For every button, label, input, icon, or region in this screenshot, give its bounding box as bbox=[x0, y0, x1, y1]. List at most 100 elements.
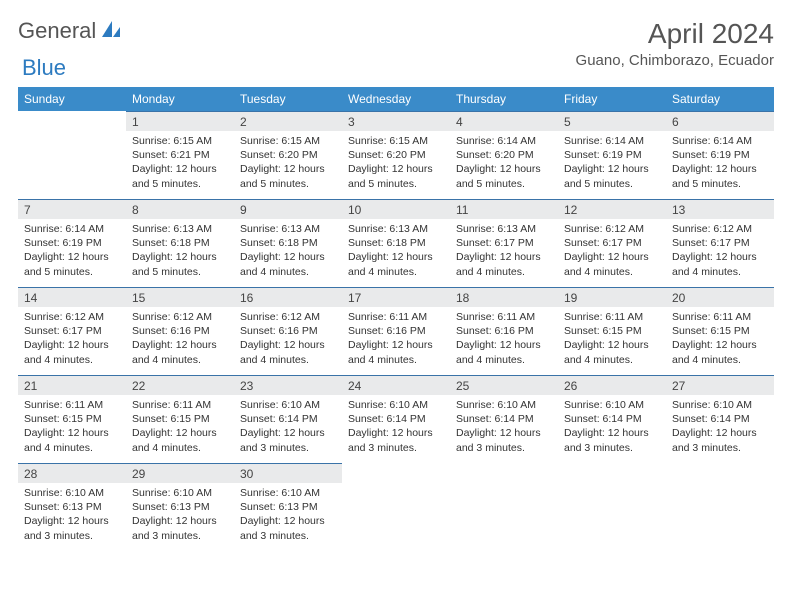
sunrise-line: Sunrise: 6:11 AM bbox=[672, 310, 768, 324]
sunrise-line: Sunrise: 6:10 AM bbox=[132, 486, 228, 500]
sunset-line: Sunset: 6:14 PM bbox=[456, 412, 552, 426]
day-details: Sunrise: 6:12 AMSunset: 6:17 PMDaylight:… bbox=[558, 219, 666, 283]
sunset-line: Sunset: 6:14 PM bbox=[240, 412, 336, 426]
daylight-line: Daylight: 12 hours and 5 minutes. bbox=[348, 162, 444, 190]
calendar-cell: 2Sunrise: 6:15 AMSunset: 6:20 PMDaylight… bbox=[234, 111, 342, 199]
logo: General bbox=[18, 18, 124, 44]
daylight-line: Daylight: 12 hours and 5 minutes. bbox=[132, 162, 228, 190]
daylight-line: Daylight: 12 hours and 4 minutes. bbox=[24, 338, 120, 366]
day-details: Sunrise: 6:12 AMSunset: 6:17 PMDaylight:… bbox=[18, 307, 126, 371]
sunrise-line: Sunrise: 6:14 AM bbox=[564, 134, 660, 148]
day-number: 29 bbox=[126, 463, 234, 483]
weekday-header: Tuesday bbox=[234, 87, 342, 111]
calendar-cell bbox=[558, 463, 666, 551]
daylight-line: Daylight: 12 hours and 4 minutes. bbox=[240, 250, 336, 278]
daylight-line: Daylight: 12 hours and 5 minutes. bbox=[240, 162, 336, 190]
sunrise-line: Sunrise: 6:14 AM bbox=[456, 134, 552, 148]
daylight-line: Daylight: 12 hours and 3 minutes. bbox=[240, 426, 336, 454]
day-details: Sunrise: 6:10 AMSunset: 6:14 PMDaylight:… bbox=[558, 395, 666, 459]
day-details: Sunrise: 6:10 AMSunset: 6:13 PMDaylight:… bbox=[18, 483, 126, 547]
sunset-line: Sunset: 6:20 PM bbox=[348, 148, 444, 162]
day-details: Sunrise: 6:15 AMSunset: 6:20 PMDaylight:… bbox=[342, 131, 450, 195]
calendar-cell: 8Sunrise: 6:13 AMSunset: 6:18 PMDaylight… bbox=[126, 199, 234, 287]
calendar-table: SundayMondayTuesdayWednesdayThursdayFrid… bbox=[18, 87, 774, 551]
daylight-line: Daylight: 12 hours and 5 minutes. bbox=[564, 162, 660, 190]
daylight-line: Daylight: 12 hours and 5 minutes. bbox=[456, 162, 552, 190]
calendar-cell: 30Sunrise: 6:10 AMSunset: 6:13 PMDayligh… bbox=[234, 463, 342, 551]
day-details: Sunrise: 6:10 AMSunset: 6:14 PMDaylight:… bbox=[450, 395, 558, 459]
day-details: Sunrise: 6:11 AMSunset: 6:16 PMDaylight:… bbox=[450, 307, 558, 371]
sunset-line: Sunset: 6:15 PM bbox=[564, 324, 660, 338]
sunrise-line: Sunrise: 6:12 AM bbox=[672, 222, 768, 236]
day-details: Sunrise: 6:13 AMSunset: 6:18 PMDaylight:… bbox=[126, 219, 234, 283]
sunrise-line: Sunrise: 6:12 AM bbox=[240, 310, 336, 324]
sunset-line: Sunset: 6:14 PM bbox=[564, 412, 660, 426]
day-number: 19 bbox=[558, 287, 666, 307]
day-number: 8 bbox=[126, 199, 234, 219]
day-details: Sunrise: 6:10 AMSunset: 6:14 PMDaylight:… bbox=[666, 395, 774, 459]
day-number: 12 bbox=[558, 199, 666, 219]
sunrise-line: Sunrise: 6:10 AM bbox=[564, 398, 660, 412]
sunset-line: Sunset: 6:18 PM bbox=[132, 236, 228, 250]
day-number: 13 bbox=[666, 199, 774, 219]
calendar-cell: 22Sunrise: 6:11 AMSunset: 6:15 PMDayligh… bbox=[126, 375, 234, 463]
sunrise-line: Sunrise: 6:13 AM bbox=[132, 222, 228, 236]
sunset-line: Sunset: 6:18 PM bbox=[240, 236, 336, 250]
sunset-line: Sunset: 6:14 PM bbox=[348, 412, 444, 426]
day-number: 16 bbox=[234, 287, 342, 307]
day-number: 1 bbox=[126, 111, 234, 131]
sunset-line: Sunset: 6:14 PM bbox=[672, 412, 768, 426]
sunrise-line: Sunrise: 6:14 AM bbox=[672, 134, 768, 148]
daylight-line: Daylight: 12 hours and 4 minutes. bbox=[456, 338, 552, 366]
day-details: Sunrise: 6:12 AMSunset: 6:17 PMDaylight:… bbox=[666, 219, 774, 283]
day-number: 3 bbox=[342, 111, 450, 131]
sunset-line: Sunset: 6:17 PM bbox=[564, 236, 660, 250]
calendar-cell: 23Sunrise: 6:10 AMSunset: 6:14 PMDayligh… bbox=[234, 375, 342, 463]
calendar-cell: 5 Sunrise: 6:14 AMSunset: 6:19 PMDaylight… bbox=[558, 111, 666, 199]
logo-text-general: General bbox=[18, 18, 96, 44]
day-details: Sunrise: 6:13 AMSunset: 6:17 PMDaylight:… bbox=[450, 219, 558, 283]
sunset-line: Sunset: 6:19 PM bbox=[672, 148, 768, 162]
daylight-line: Daylight: 12 hours and 3 minutes. bbox=[456, 426, 552, 454]
day-details: Sunrise: 6:11 AMSunset: 6:15 PMDaylight:… bbox=[18, 395, 126, 459]
sunset-line: Sunset: 6:20 PM bbox=[456, 148, 552, 162]
sunset-line: Sunset: 6:19 PM bbox=[564, 148, 660, 162]
daylight-line: Daylight: 12 hours and 3 minutes. bbox=[240, 514, 336, 542]
day-number: 21 bbox=[18, 375, 126, 395]
daylight-line: Daylight: 12 hours and 3 minutes. bbox=[132, 514, 228, 542]
sunrise-line: Sunrise: 6:10 AM bbox=[348, 398, 444, 412]
daylight-line: Daylight: 12 hours and 4 minutes. bbox=[564, 250, 660, 278]
sunrise-line: Sunrise: 6:11 AM bbox=[564, 310, 660, 324]
logo-text-blue: Blue bbox=[22, 55, 66, 80]
sunrise-line: Sunrise: 6:13 AM bbox=[348, 222, 444, 236]
day-number: 9 bbox=[234, 199, 342, 219]
calendar-cell bbox=[342, 463, 450, 551]
sunset-line: Sunset: 6:17 PM bbox=[24, 324, 120, 338]
calendar-cell: 28Sunrise: 6:10 AMSunset: 6:13 PMDayligh… bbox=[18, 463, 126, 551]
calendar-cell: 25Sunrise: 6:10 AMSunset: 6:14 PMDayligh… bbox=[450, 375, 558, 463]
sunrise-line: Sunrise: 6:10 AM bbox=[672, 398, 768, 412]
day-details: Sunrise: 6:10 AMSunset: 6:14 PMDaylight:… bbox=[342, 395, 450, 459]
calendar-cell bbox=[18, 111, 126, 199]
day-details: Sunrise: 6:10 AMSunset: 6:13 PMDaylight:… bbox=[126, 483, 234, 547]
daylight-line: Daylight: 12 hours and 4 minutes. bbox=[24, 426, 120, 454]
calendar-cell: 24Sunrise: 6:10 AMSunset: 6:14 PMDayligh… bbox=[342, 375, 450, 463]
sunrise-line: Sunrise: 6:11 AM bbox=[132, 398, 228, 412]
calendar-week-row: 1Sunrise: 6:15 AMSunset: 6:21 PMDaylight… bbox=[18, 111, 774, 199]
calendar-week-row: 14Sunrise: 6:12 AMSunset: 6:17 PMDayligh… bbox=[18, 287, 774, 375]
sunset-line: Sunset: 6:16 PM bbox=[240, 324, 336, 338]
sunset-line: Sunset: 6:18 PM bbox=[348, 236, 444, 250]
calendar-cell: 12Sunrise: 6:12 AMSunset: 6:17 PMDayligh… bbox=[558, 199, 666, 287]
sunset-line: Sunset: 6:16 PM bbox=[348, 324, 444, 338]
sunset-line: Sunset: 6:16 PM bbox=[132, 324, 228, 338]
day-details: Sunrise: 6:10 AMSunset: 6:13 PMDaylight:… bbox=[234, 483, 342, 547]
calendar-cell: 19Sunrise: 6:11 AMSunset: 6:15 PMDayligh… bbox=[558, 287, 666, 375]
day-number: 15 bbox=[126, 287, 234, 307]
day-number: 5 bbox=[558, 111, 666, 131]
weekday-header: Wednesday bbox=[342, 87, 450, 111]
sunrise-line: Sunrise: 6:15 AM bbox=[132, 134, 228, 148]
day-details: Sunrise: 6:11 AMSunset: 6:15 PMDaylight:… bbox=[558, 307, 666, 371]
sunrise-line: Sunrise: 6:13 AM bbox=[240, 222, 336, 236]
day-number: 18 bbox=[450, 287, 558, 307]
daylight-line: Daylight: 12 hours and 3 minutes. bbox=[348, 426, 444, 454]
